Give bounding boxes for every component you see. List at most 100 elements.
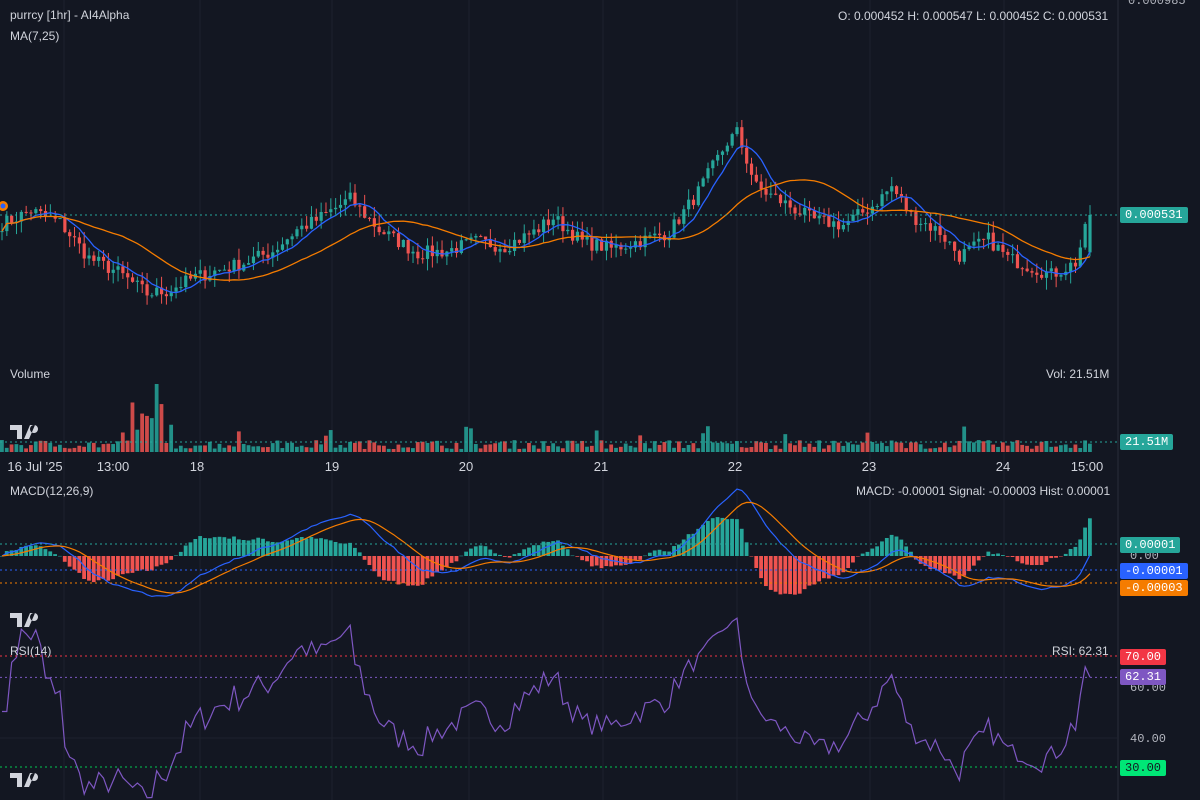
candle-body <box>691 199 696 206</box>
candle-body <box>208 275 212 281</box>
volume-bar <box>440 445 444 452</box>
macd-hist-bar <box>754 556 759 568</box>
macd-hist-bar <box>488 549 493 556</box>
macd-hist-bar <box>585 556 589 562</box>
volume-bar <box>623 443 628 452</box>
volume-bar <box>149 418 154 452</box>
volume-bar <box>174 448 178 452</box>
candle-body <box>512 239 517 251</box>
candle-body <box>261 250 265 255</box>
macd-hist-bar <box>473 546 478 556</box>
candle-body <box>329 209 333 213</box>
macd-hist-bar <box>691 533 696 556</box>
tradingview-logo-icon <box>10 613 39 627</box>
macd-hist-bar <box>430 556 435 577</box>
volume-bar <box>565 440 570 452</box>
volume-bar <box>91 442 96 452</box>
candle-body <box>440 249 444 257</box>
volume-bar <box>884 446 889 452</box>
macd-hist-bar <box>382 556 386 581</box>
volume-bar <box>33 441 38 452</box>
macd-hist-bar <box>48 551 53 556</box>
macd-hist-bar <box>836 556 841 576</box>
volume-bar <box>19 445 24 452</box>
macd-hist-bar <box>681 539 686 556</box>
macd-hist-bar <box>227 538 232 556</box>
macd-hist-bar <box>207 538 212 556</box>
macd-hist-bar <box>309 537 314 556</box>
candle-body <box>861 209 865 213</box>
macd-hist-bar <box>522 549 527 556</box>
macd-hist-bar <box>725 519 730 556</box>
last-price-badge: 0.000531 <box>1120 207 1188 223</box>
macd-hist-bar <box>986 551 991 556</box>
candle-body <box>169 291 173 297</box>
macd-line <box>1 488 1091 598</box>
macd-hist-bar <box>826 556 831 579</box>
rsi-label: RSI(14) <box>10 644 52 658</box>
macd-hist-bar <box>188 542 193 556</box>
volume-bar <box>841 445 846 452</box>
candle-body <box>745 147 749 164</box>
volume-bar <box>913 442 918 452</box>
candle-body <box>53 216 57 219</box>
candle-body <box>305 225 309 229</box>
macd-hist-bar <box>860 553 865 556</box>
macd-hist-bar <box>962 556 967 576</box>
volume-bar <box>333 447 338 452</box>
macd-hist-bar <box>478 545 483 556</box>
volume-bar <box>430 441 435 452</box>
macd-hist-bar <box>1000 555 1005 556</box>
volume-bar <box>633 447 638 452</box>
macd-hist-bar <box>942 556 947 574</box>
macd-hist-bar <box>599 556 604 569</box>
candle-body <box>314 216 318 221</box>
volume-bar <box>696 448 701 452</box>
candle-body <box>817 215 821 219</box>
volume-bar <box>304 447 309 452</box>
macd-hist-bar <box>1025 556 1029 565</box>
candle-body <box>295 229 299 237</box>
macd-hist-bar <box>793 556 797 595</box>
macd-hist-bar <box>570 555 575 557</box>
candle-body <box>459 240 463 253</box>
candle-body <box>363 206 367 218</box>
candle-body <box>711 160 715 169</box>
macd-hist-bar <box>676 544 681 556</box>
volume-bar <box>541 441 546 452</box>
candle-body <box>101 256 106 261</box>
macd-readout: MACD: -0.00001 Signal: -0.00003 Hist: 0.… <box>856 484 1111 498</box>
volume-bar <box>812 446 817 452</box>
candle-body <box>720 151 725 155</box>
macd-hist-bar <box>415 556 420 586</box>
volume-bar <box>667 440 672 452</box>
macd-hist-bar <box>855 556 860 557</box>
volume-bar <box>1058 445 1063 452</box>
candle-body <box>725 145 729 152</box>
candle-body <box>793 207 797 214</box>
volume-bar <box>58 444 62 452</box>
candle-body <box>783 200 787 204</box>
candle-body <box>807 207 812 211</box>
macd-hist-bar <box>802 556 807 590</box>
candle-body <box>522 233 526 243</box>
volume-bar <box>730 443 734 452</box>
candle-body <box>232 259 236 272</box>
macd-hist-bar <box>797 556 802 594</box>
macd-hist-bar <box>565 549 570 556</box>
candle-body <box>72 236 77 238</box>
volume-bar <box>614 447 618 452</box>
volume-bar <box>580 440 585 452</box>
candle-body <box>735 127 739 135</box>
volume-bar <box>53 446 57 452</box>
macd-hist-bar <box>33 545 38 556</box>
candle-body <box>977 238 981 242</box>
macd-hist-bar <box>0 556 4 557</box>
macd-hist-bar <box>996 553 1000 556</box>
macd-hist-bar <box>449 556 454 563</box>
candle-body <box>953 241 957 251</box>
candle-body <box>164 294 169 297</box>
volume-bar <box>971 442 976 452</box>
volume-bar <box>125 440 130 452</box>
